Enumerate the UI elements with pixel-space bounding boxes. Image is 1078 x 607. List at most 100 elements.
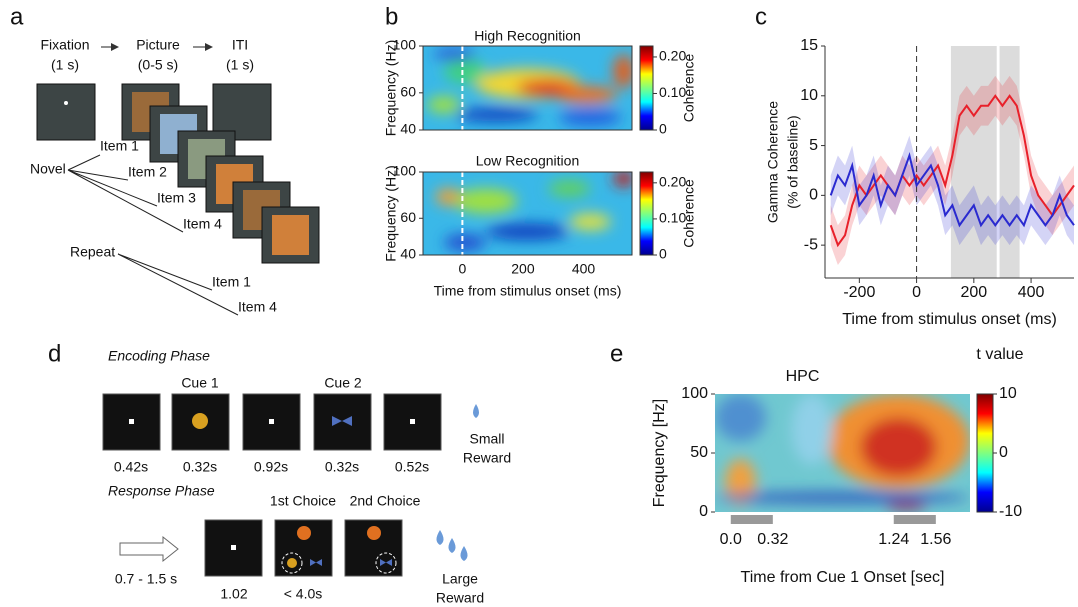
duration-label: 0.52s [395, 459, 429, 475]
duration-label: 0.42s [114, 459, 148, 475]
y-tick-label: 60 [400, 84, 416, 100]
fixation-dot [129, 419, 134, 424]
y-tick-label: 0 [699, 503, 708, 520]
panel-label: d [48, 340, 61, 367]
item-label: Item 1 [212, 274, 251, 290]
cue-label: Cue 2 [324, 375, 362, 391]
cue-label: Cue 1 [181, 375, 219, 391]
y-tick-label: 60 [400, 209, 416, 225]
repeat-label: Repeat [70, 244, 115, 260]
x-tick-label: 400 [1018, 284, 1045, 301]
stage-label: Fixation [40, 37, 89, 53]
item-label: Item 3 [157, 190, 196, 206]
reward-label: Reward [463, 450, 511, 466]
x-tick-label: -200 [843, 284, 875, 301]
fixation-dot [269, 419, 274, 424]
x-axis-label: Time from stimulus onset (ms) [842, 311, 1057, 328]
choice-label: 1st Choice [270, 493, 336, 509]
heatmap-blob [792, 394, 833, 465]
heatmap [423, 46, 634, 130]
stage-duration: (1 s) [51, 57, 79, 73]
highlight-span [951, 46, 997, 278]
x-tick-label: 0.32 [757, 531, 788, 548]
x-tick-label: 1.24 [878, 531, 909, 548]
x-tick-label: 400 [572, 261, 596, 277]
y-tick-label: 5 [809, 137, 818, 154]
duration-label: < 4.0s [284, 586, 323, 602]
colorbar [977, 394, 993, 512]
y-axis-label: Frequency (Hz) [383, 40, 399, 136]
fixation-dot [64, 101, 68, 105]
x-tick-label: 200 [960, 284, 987, 301]
heatmap-blob [555, 86, 618, 103]
heatmap-blob [715, 492, 970, 504]
y-tick-label: -5 [804, 236, 818, 253]
heatmap-blob [444, 234, 486, 251]
delay-label: 0.7 - 1.5 s [115, 571, 177, 587]
fixation-dot [410, 419, 415, 424]
drops-icon [437, 530, 468, 561]
colorbar-tick-label: 0 [659, 246, 667, 262]
colorbar-title: t value [976, 346, 1023, 363]
stage-duration: (1 s) [226, 57, 254, 73]
heatmap-blob [559, 109, 622, 126]
panel-label: a [10, 3, 24, 30]
heatmap-blob [433, 48, 475, 61]
heatmap-blob [569, 214, 611, 231]
reward-label: Large [442, 571, 478, 587]
colorbar-tick-label: 10 [999, 385, 1017, 402]
colorbar-tick-label: 0 [659, 121, 667, 137]
colorbar [640, 46, 653, 130]
chart-title: High Recognition [474, 28, 581, 44]
pumpkin-icon [297, 526, 311, 540]
colorbar [640, 172, 653, 255]
chart: 00.100.20CoherenceLow Recognition0200400… [383, 153, 697, 299]
heatmap-blob [613, 54, 634, 88]
stage-label: ITI [232, 37, 248, 53]
y-tick-label: 50 [690, 444, 708, 461]
heatmap-blob [427, 96, 460, 113]
heatmap [715, 394, 970, 512]
y-axis-label: Gamma Coherence [765, 101, 781, 223]
heatmap-blob [454, 108, 538, 121]
reward-label: Reward [436, 590, 484, 606]
figure: a b c d e Fixation (1 s) Picture (0-5 s)… [0, 0, 1078, 607]
x-tick-label: 0 [458, 261, 466, 277]
panel-label: c [755, 3, 767, 30]
colorbar-label: Coherence [681, 54, 697, 123]
stimulus-frame [314, 394, 371, 450]
item-label: Item 4 [183, 216, 222, 232]
item-label: Item 2 [128, 164, 167, 180]
heatmap-blob [486, 223, 570, 240]
heatmap-blob [886, 503, 927, 510]
heatmap-blob [444, 59, 486, 84]
duration-label: 0.32s [325, 459, 359, 475]
item-label: Item 1 [100, 138, 139, 154]
x-tick-label: 1.56 [920, 531, 951, 548]
pumpkin-icon [367, 526, 381, 540]
heatmap-blob [613, 170, 634, 187]
novel-label: Novel [30, 161, 66, 177]
chart: -10010t valueHPC0.00.321.241.56050100Fre… [651, 346, 1023, 586]
y-tick-label: 40 [400, 246, 416, 262]
reward-label: Small [469, 431, 504, 447]
phase-title: Encoding Phase [108, 348, 210, 364]
choice-label: 2nd Choice [350, 493, 421, 509]
cue-image [287, 558, 297, 568]
y-axis-label: (% of baseline) [785, 115, 801, 208]
y-tick-label: 40 [400, 121, 416, 137]
item-label: Item 4 [238, 299, 277, 315]
arrow [120, 537, 178, 561]
chart-title: HPC [786, 368, 820, 385]
panel-label: e [610, 340, 623, 367]
cue-window [731, 515, 773, 524]
x-axis-label: Time from stimulus onset (ms) [434, 283, 622, 299]
panel-label: b [385, 3, 398, 30]
cue-window [894, 515, 936, 524]
y-tick-label: 100 [681, 385, 708, 402]
panel-a: Fixation (1 s) Picture (0-5 s) ITI (1 s)… [30, 37, 319, 315]
chart-title: Low Recognition [476, 153, 580, 169]
y-axis-label: Frequency (Hz) [383, 165, 399, 261]
x-tick-label: 200 [511, 261, 535, 277]
